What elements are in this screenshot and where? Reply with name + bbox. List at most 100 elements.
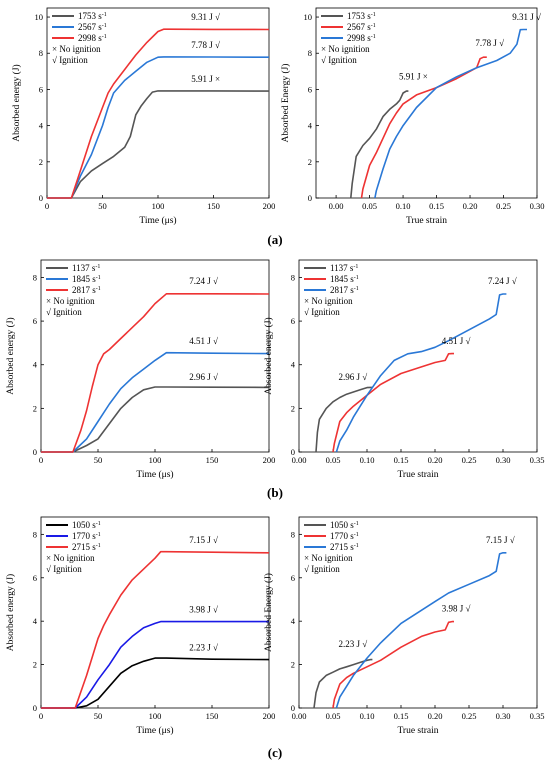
legend-label-a-right-2567: 2567 s-1 (347, 22, 376, 32)
series-line-a-right-2998 (374, 28, 527, 199)
annotation-c-left-2: 7.15 J √ (189, 535, 218, 545)
series-line-c-right-1770 (332, 620, 454, 709)
legend-note-a-right-0: × No ignition (321, 44, 370, 54)
y-axis-label-b-left: Absorbed energy (J) (5, 317, 16, 394)
x-tick-label-a-left-0: 0 (45, 201, 49, 211)
series-line-c-right-1050 (313, 658, 373, 709)
annotation-c-left-0: 2.23 J √ (189, 642, 218, 652)
y-tick-label-c-left-1: 2 (33, 660, 37, 670)
y-tick-label-b-left-4: 8 (33, 272, 37, 282)
x-tick-label-a-right-1: 0.05 (362, 201, 377, 211)
legend-label-b-left-1845: 1845 s-1 (72, 274, 101, 284)
legend-note-a-left-0: × No ignition (52, 44, 101, 54)
plot-frame-c-right (298, 516, 538, 709)
panel-b-right: 0.00 0.05 0.10 0.15 0.20 0.25 0.30 0.35 0 2 4 6 8 Tru… (263, 259, 544, 480)
x-tick-label-a-right-6: 0.30 (530, 201, 545, 211)
legend-label-c-right-1770: 1770 s-1 (330, 531, 359, 541)
x-axis-label-c-left: Time (μs) (136, 725, 173, 736)
x-tick-label-c-right-0: 0.00 (292, 711, 307, 721)
legend-note-c-left-1: √ Ignition (46, 564, 82, 574)
x-tick-label-b-left-4: 200 (263, 455, 276, 465)
series-line-c-left-2715 (41, 550, 270, 709)
legend-unit-exponent: -1 (96, 532, 101, 538)
y-tick-label-a-left-2: 4 (39, 121, 44, 131)
legend-unit-exponent: -1 (102, 12, 107, 18)
x-axis-label-c-right: True strain (397, 726, 438, 736)
y-tick-label-a-right-0: 0 (308, 193, 312, 203)
y-tick-label-a-right-5: 10 (304, 12, 313, 22)
legend-unit-exponent: -1 (354, 543, 359, 549)
series-line-a-left-2567 (47, 56, 270, 199)
legend-unit-exponent: -1 (354, 275, 359, 281)
x-axis-label-a-left: Time (μs) (139, 215, 176, 226)
legend-label-b-left-2817: 2817 s-1 (72, 285, 101, 295)
series-line-b-left-1845 (41, 351, 270, 453)
x-tick-label-c-left-2: 100 (149, 711, 162, 721)
plot-frame-b-right (298, 259, 538, 453)
y-tick-label-a-left-5: 10 (35, 12, 44, 22)
annotation-a-right-0: 5.91 J × (399, 71, 428, 81)
legend-note-c-right-0: × No ignition (304, 553, 353, 563)
legend-label-c-right-2715: 2715 s-1 (330, 542, 359, 552)
legend-label-a-left-1753: 1753 s-1 (78, 11, 107, 21)
y-tick-label-c-right-4: 8 (291, 529, 295, 539)
y-tick-label-b-right-0: 0 (291, 447, 295, 457)
annotation-a-left-0: 5.91 J × (191, 74, 220, 84)
x-tick-label-c-right-2: 0.10 (360, 711, 375, 721)
caption-b: (b) (267, 485, 283, 500)
series-line-a-right-2567 (360, 56, 487, 199)
annotation-b-left-1: 4.51 J √ (189, 336, 218, 346)
legend-unit-exponent: -1 (354, 286, 359, 292)
annotation-a-left-1: 7.78 J √ (191, 40, 220, 50)
x-tick-label-c-right-1: 0.05 (326, 711, 341, 721)
x-axis-label-b-right: True strain (397, 470, 438, 480)
x-tick-label-c-right-7: 0.35 (530, 711, 545, 721)
legend-label-b-right-1137: 1137 s-1 (330, 263, 358, 273)
legend-note-b-right-0: × No ignition (304, 296, 353, 306)
legend-label-c-left-1050: 1050 s-1 (72, 520, 101, 530)
y-tick-label-b-left-0: 0 (33, 447, 37, 457)
legend-note-a-left-1: √ Ignition (52, 55, 88, 65)
y-tick-label-a-left-3: 6 (39, 84, 43, 94)
series-line-b-right-1137 (315, 386, 373, 453)
series-line-b-left-1137 (41, 386, 270, 453)
annotation-b-right-1: 4.51 J √ (442, 336, 471, 346)
x-tick-label-c-left-4: 200 (263, 711, 276, 721)
legend-label-b-right-2817: 2817 s-1 (330, 285, 359, 295)
y-axis-label-a-right: Absorbed Energy (J) (280, 64, 291, 143)
y-tick-label-c-left-4: 8 (33, 529, 37, 539)
y-tick-label-a-left-4: 8 (39, 48, 43, 58)
annotation-a-left-2: 9.31 J √ (191, 12, 220, 22)
series-line-a-right-1753 (350, 90, 409, 199)
x-tick-label-a-right-0: 0.00 (329, 201, 344, 211)
x-tick-label-b-left-2: 100 (149, 455, 162, 465)
legend-unit-exponent: -1 (354, 532, 359, 538)
legend-note-c-right-1: √ Ignition (304, 564, 340, 574)
legend-label-a-right-2998: 2998 s-1 (347, 33, 376, 43)
y-axis-label-c-left: Absorbed energy (J) (5, 574, 16, 651)
panel-c-right: 0.00 0.05 0.10 0.15 0.20 0.25 0.30 0.35 0 2 4 6 8 Tru… (263, 516, 545, 736)
legend-unit-exponent: -1 (371, 34, 376, 40)
legend-unit-exponent: -1 (96, 275, 101, 281)
x-tick-label-c-left-3: 150 (206, 711, 219, 721)
x-tick-label-b-right-4: 0.20 (428, 455, 443, 465)
legend-unit-exponent: -1 (102, 34, 107, 40)
series-line-b-right-2817 (335, 293, 507, 453)
annotation-c-right-0: 2.23 J √ (338, 639, 367, 649)
y-tick-label-c-right-2: 4 (291, 616, 296, 626)
series-line-c-left-1050 (41, 657, 270, 709)
annotation-b-right-0: 2.96 J √ (338, 372, 367, 382)
y-tick-label-a-right-4: 8 (308, 48, 312, 58)
y-tick-label-a-left-1: 2 (39, 157, 43, 167)
x-tick-label-a-right-3: 0.15 (429, 201, 444, 211)
annotation-a-right-1: 7.78 J √ (475, 38, 504, 48)
legend-unit-exponent: -1 (95, 264, 100, 270)
x-tick-label-c-right-4: 0.20 (428, 711, 443, 721)
legend-unit-exponent: -1 (96, 521, 101, 527)
x-tick-label-b-left-1: 50 (94, 455, 103, 465)
caption-a: (a) (267, 232, 282, 247)
legend-unit-exponent: -1 (353, 264, 358, 270)
x-tick-label-c-left-1: 50 (94, 711, 103, 721)
x-tick-label-b-right-2: 0.10 (360, 455, 375, 465)
legend-label-a-left-2998: 2998 s-1 (78, 33, 107, 43)
